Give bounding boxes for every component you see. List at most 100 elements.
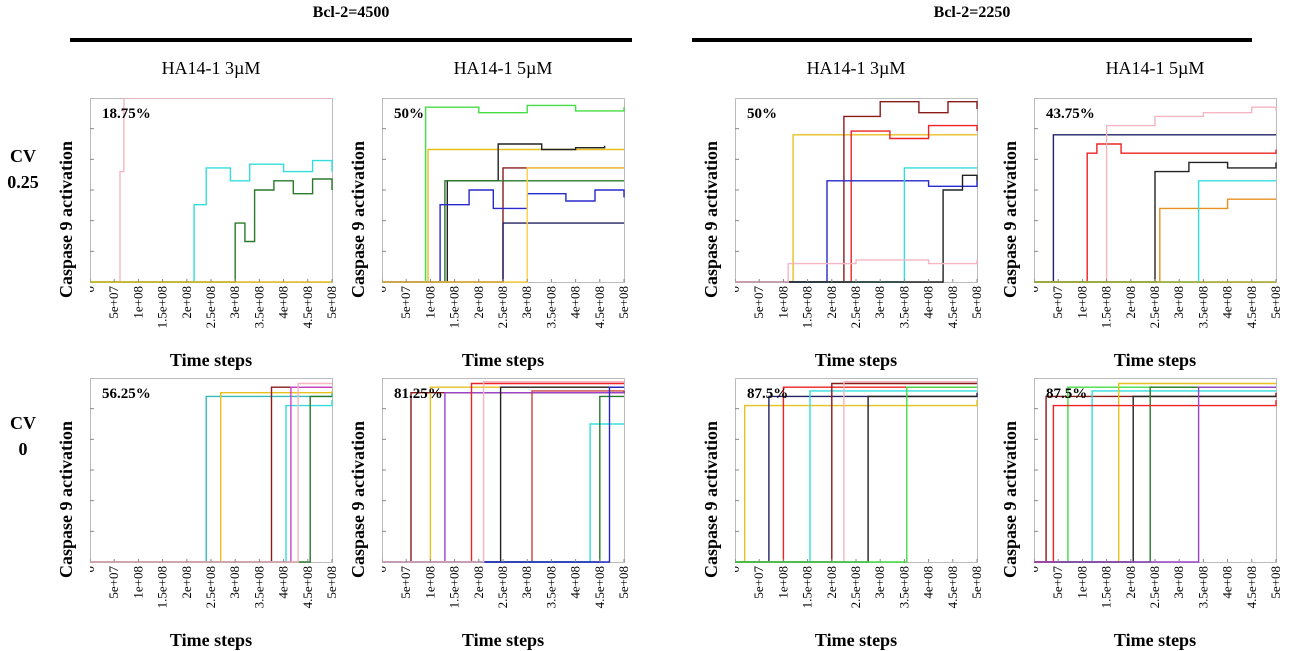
annotation-percent: 87.5% <box>747 386 788 402</box>
x-tick-label: 1.5e+08 <box>800 286 815 328</box>
x-tick-label: 3e+08 <box>519 566 534 599</box>
x-tick-label: 4.5e+08 <box>1244 286 1259 328</box>
series-line-3 <box>90 178 333 283</box>
x-tick-label: 5e+07 <box>1050 286 1065 319</box>
chart-svg: 87.5% 0 5e+07 1e+08 1.5e+08 2e+08 2.5e+08 3e+08… <box>735 378 984 608</box>
x-tick-label: 2e+08 <box>1123 286 1138 319</box>
y-axis-label: Caspase 9 activation <box>1000 141 1020 298</box>
x-tick-label: 2.5e+08 <box>203 286 218 328</box>
x-tick-label: 4e+08 <box>1220 286 1235 319</box>
x-tick-label: 5e+07 <box>1050 566 1065 599</box>
x-tick-label: 5e+07 <box>398 566 413 599</box>
chart-svg: 50% 0 5e+07 1e+08 1.5e+08 2e+08 2.5e+08 3e+08 3.… <box>382 98 631 328</box>
chart-svg: 18.75% 0 5e+07 1e+08 1.5e+08 2e+08 2.5e+08 3e+0… <box>90 98 339 328</box>
x-tick-label: 1.5e+08 <box>1099 566 1114 608</box>
x-axis-label: Time steps <box>461 630 545 650</box>
x-axis-label: Time steps <box>169 350 253 370</box>
x-tick-label: 3.5e+08 <box>251 566 266 608</box>
x-tick-label: 1e+08 <box>775 286 790 319</box>
chart-svg: 56.25% 0 5e+07 1e+08 1.5e+08 2e+08 2.5e+08 3e+0… <box>90 378 339 608</box>
annotation-percent: 18.75% <box>102 106 151 122</box>
x-tick-label: 4.5e+08 <box>592 286 607 328</box>
group-title-bcl2-2250: Bcl-2=2250 <box>933 4 1011 21</box>
x-tick-label: 5e+08 <box>616 566 631 599</box>
row-label-cv-025: CV 0.25 <box>0 143 46 195</box>
x-tick-label: 3.5e+08 <box>543 286 558 328</box>
x-tick-label: 4e+08 <box>1220 566 1235 599</box>
x-tick-label: 0 <box>1034 286 1041 293</box>
x-tick-label: 5e+07 <box>398 286 413 319</box>
x-tick-label: 4e+08 <box>921 286 936 319</box>
x-tick-label: 4e+08 <box>276 286 291 319</box>
x-tick-label: 5e+08 <box>1268 566 1283 599</box>
y-axis-label: Caspase 9 activation <box>1000 421 1020 578</box>
x-tick-label: 5e+08 <box>324 566 339 599</box>
x-tick-label: 2.5e+08 <box>203 566 218 608</box>
y-axis-label: Caspase 9 activation <box>701 421 721 578</box>
x-axis-label: Time steps <box>814 350 898 370</box>
x-tick-label: 3e+08 <box>227 286 242 319</box>
x-tick-label: 4e+08 <box>568 286 583 319</box>
annotation-percent: 43.75% <box>1046 106 1095 122</box>
x-tick-label: 4.5e+08 <box>300 566 315 608</box>
series-line-7 <box>90 382 332 563</box>
x-tick-label: 1e+08 <box>422 566 437 599</box>
x-tick-label: 2e+08 <box>471 566 486 599</box>
annotation-percent: 50% <box>394 106 424 122</box>
x-tick-label: 0 <box>90 566 97 573</box>
series-line-7 <box>735 259 978 283</box>
x-tick-label: 0 <box>382 566 389 573</box>
series-line-10 <box>382 381 624 563</box>
x-tick-label: 4e+08 <box>568 566 583 599</box>
x-tick-label: 5e+07 <box>106 566 121 599</box>
x-tick-label: 1e+08 <box>130 566 145 599</box>
annotation-percent: 56.25% <box>102 386 151 402</box>
x-tick-label: 5e+07 <box>751 566 766 599</box>
group-rule-left <box>70 38 632 42</box>
row-label-line2: 0 <box>18 439 28 459</box>
series-line-6 <box>735 174 978 283</box>
series-line-6 <box>382 189 625 283</box>
x-tick-label: 4.5e+08 <box>300 286 315 328</box>
x-tick-label: 2.5e+08 <box>848 566 863 608</box>
x-tick-label: 4.5e+08 <box>1244 566 1259 608</box>
x-tick-label: 2.5e+08 <box>1147 566 1162 608</box>
x-axis-label: Time steps <box>1113 350 1197 370</box>
annotation-percent: 50% <box>747 106 777 122</box>
x-tick-label: 0 <box>1034 566 1041 573</box>
group-rule-right <box>692 38 1252 42</box>
x-tick-label: 5e+08 <box>969 566 984 599</box>
x-tick-label: 3e+08 <box>227 566 242 599</box>
chart-svg: 50% 0 5e+07 1e+08 1.5e+08 2e+08 2.5e+08 3e+08 3.… <box>735 98 984 328</box>
x-tick-label: 1.5e+08 <box>155 286 170 328</box>
x-tick-label: 2e+08 <box>824 566 839 599</box>
chart-svg: 81.25% 0 5e+07 1e+08 1.5e+08 2e+08 2.5e+08 3e+0… <box>382 378 631 608</box>
plot-frame <box>90 378 333 563</box>
x-tick-label: 3.5e+08 <box>1195 286 1210 328</box>
x-tick-label: 3.5e+08 <box>543 566 558 608</box>
y-axis-label: Caspase 9 activation <box>348 141 368 298</box>
y-axis-label: Caspase 9 activation <box>56 421 76 578</box>
x-tick-label: 5e+07 <box>106 286 121 319</box>
x-tick-label: 4e+08 <box>921 566 936 599</box>
x-tick-label: 1.5e+08 <box>155 566 170 608</box>
y-axis-label: Caspase 9 activation <box>56 141 76 298</box>
x-tick-label: 3e+08 <box>1171 566 1186 599</box>
series-line-8 <box>1034 386 1276 563</box>
plot-frame <box>735 378 978 563</box>
x-tick-label: 4.5e+08 <box>945 286 960 328</box>
x-tick-label: 4.5e+08 <box>945 566 960 608</box>
x-tick-label: 3.5e+08 <box>251 286 266 328</box>
panel-title: HA14-1 3µM <box>161 58 261 78</box>
x-tick-label: 1.5e+08 <box>800 566 815 608</box>
x-tick-label: 0 <box>735 566 742 573</box>
x-tick-label: 1e+08 <box>130 286 145 319</box>
x-tick-label: 3e+08 <box>872 566 887 599</box>
x-tick-label: 5e+07 <box>751 286 766 319</box>
x-tick-label: 0 <box>382 286 389 293</box>
x-tick-label: 3e+08 <box>872 286 887 319</box>
row-label-line1: CV <box>10 413 36 433</box>
x-tick-label: 2e+08 <box>179 566 194 599</box>
x-tick-label: 3e+08 <box>1171 286 1186 319</box>
x-tick-label: 5e+08 <box>616 286 631 319</box>
